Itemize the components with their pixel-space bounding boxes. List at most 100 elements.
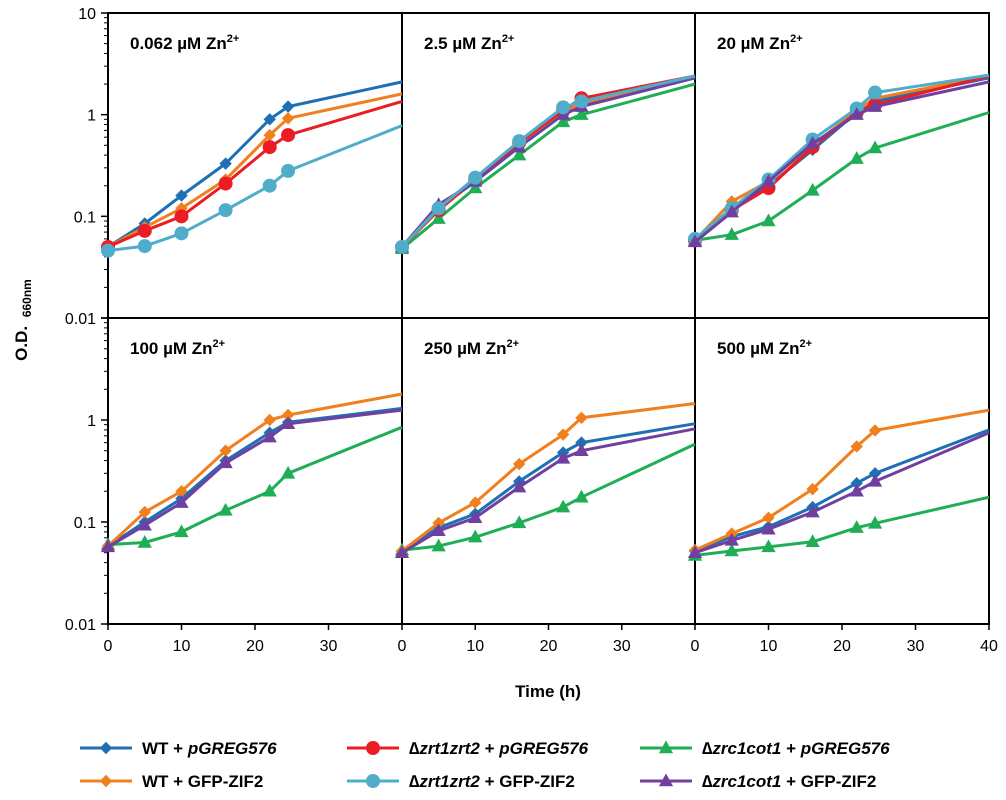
data-point-wt_gfp: [175, 202, 188, 215]
data-point-zrc_pgreg: [137, 534, 152, 548]
legend-item-wt_gfp: WT + GFP-ZIF2: [80, 772, 263, 791]
legend-label: ∆zrc1cot1 + GFP-ZIF2: [702, 772, 876, 791]
data-point-zrc_pgreg: [805, 182, 820, 196]
data-point-zrt_gfp: [395, 239, 409, 254]
legend-label-part: ∆: [409, 772, 420, 791]
legend-label-part: +: [781, 739, 800, 758]
data-point-zrc_gfp: [280, 416, 296, 429]
legend-label: WT + GFP-ZIF2: [142, 772, 263, 791]
data-point-zrc_pgreg: [867, 515, 883, 529]
panel-title-5: 250 µM Zn2+: [424, 338, 519, 358]
panel-6: [687, 408, 990, 561]
data-point-zrc_pgreg: [218, 502, 233, 516]
legend-item-zrc_pgreg: ∆zrc1cot1 + pGREG576: [640, 739, 890, 758]
series-line-wt_gfp: [693, 74, 990, 242]
legend-label-part: ∆: [409, 739, 420, 758]
series-line-zrc_pgreg: [694, 495, 990, 557]
panel-title-superscript: 2+: [507, 338, 520, 350]
data-point-wt_gfp: [138, 505, 151, 519]
data-point-wt_pgreg: [263, 113, 276, 126]
data-point-zrt_gfp: [174, 226, 189, 241]
x-tick-label: 0: [104, 638, 113, 655]
series-line-zrt_gfp: [694, 73, 990, 241]
data-point-wt_gfp: [469, 496, 482, 509]
data-point-zrc_pgreg: [761, 213, 776, 227]
data-point-zrc_gfp: [724, 532, 739, 546]
data-point-zrc_gfp: [867, 473, 883, 487]
panel-title-superscript: 2+: [502, 33, 515, 45]
series-line-zrc_gfp: [400, 76, 696, 248]
data-point-zrc_gfp: [431, 523, 446, 537]
data-point-wt_gfp: [263, 128, 276, 142]
series-line-wt_gfp: [400, 75, 696, 248]
panel-title-superscript: 2+: [790, 33, 803, 45]
data-point-wt_gfp: [175, 485, 188, 498]
data-point-zrc_pgreg: [761, 539, 776, 553]
data-point-zrc_pgreg: [724, 543, 739, 557]
y-tick-label: 0.01: [65, 311, 96, 328]
data-point-wt_gfp: [263, 413, 276, 427]
legend-label-part: zrc1cot1: [711, 772, 781, 791]
panel-title-text: 20 µM Zn: [717, 34, 790, 53]
label-layer: O.D. 660nm Time (h): [12, 279, 581, 701]
legend-marker: [99, 741, 113, 755]
panel-title-text: 100 µM Zn: [130, 339, 213, 358]
panel-1: [101, 80, 403, 258]
legend-label-part: +: [480, 739, 499, 758]
data-point-zrt_gfp: [218, 203, 233, 218]
y-tick-label: 0.01: [65, 617, 96, 634]
data-point-wt_pgreg: [219, 157, 232, 170]
data-point-wt_gfp: [850, 440, 863, 453]
panel-title-text: 0.062 µM Zn: [130, 34, 227, 53]
data-point-wt_gfp: [513, 457, 526, 471]
data-point-zrc_pgreg: [574, 489, 589, 503]
data-point-zrc_gfp: [761, 521, 776, 535]
panel-title-3: 20 µM Zn2+: [717, 33, 803, 53]
y-axis-label-main: O.D.: [12, 326, 31, 361]
legend-item-zrt_pgreg: ∆zrt1zrt2 + pGREG576: [347, 739, 589, 758]
y-tick-label: 0.1: [74, 209, 96, 226]
data-point-zrt_pgreg: [174, 209, 189, 224]
legend-label-part: pGREG576: [187, 739, 277, 758]
data-point-zrc_pgreg: [468, 529, 483, 543]
data-point-zrt_gfp: [262, 178, 277, 193]
series-line-wt_gfp: [694, 408, 990, 552]
data-point-zrc_pgreg: [849, 151, 864, 164]
data-point-zrc_pgreg: [174, 524, 189, 538]
x-tick-label: 30: [613, 638, 631, 655]
data-point-zrc_pgreg: [280, 465, 296, 479]
x-tick-label: 10: [466, 638, 484, 655]
data-point-zrc_gfp: [100, 539, 116, 553]
data-point-zrc_pgreg: [262, 483, 277, 497]
x-tick-label: 10: [173, 638, 191, 655]
legend-item-zrt_gfp: ∆zrt1zrt2 + GFP-ZIF2: [347, 772, 575, 791]
legend-label: ∆zrt1zrt2 + GFP-ZIF2: [409, 772, 575, 791]
panel-title-superscript: 2+: [227, 33, 240, 45]
x-tick-label: 0: [398, 638, 407, 655]
data-point-zrc_pgreg: [805, 534, 820, 548]
data-point-zrc_gfp: [761, 174, 776, 187]
data-point-zrc_gfp: [262, 429, 277, 443]
data-point-zrt_gfp: [101, 243, 115, 258]
panel-title-superscript: 2+: [800, 338, 813, 350]
data-point-zrc_pgreg: [431, 211, 446, 224]
legend-item-wt_pgreg: WT + pGREG576: [80, 739, 277, 758]
data-point-zrc_gfp: [556, 450, 571, 464]
data-point-wt_pgreg: [175, 189, 188, 202]
legend-marker: [99, 774, 113, 788]
data-point-wt_gfp: [281, 408, 295, 422]
series-line-zrt_pgreg: [694, 74, 990, 242]
series-line-wt_gfp: [107, 92, 403, 249]
data-point-zrc_gfp: [687, 234, 703, 248]
legend-label: ∆zrt1zrt2 + pGREG576: [409, 739, 589, 758]
legend-marker: [366, 741, 380, 755]
legend-marker: [658, 773, 674, 787]
data-point-zrc_pgreg: [431, 538, 446, 552]
data-point-wt_gfp: [556, 428, 570, 441]
y-tick-label: 1: [87, 108, 96, 125]
data-point-zrc_pgreg: [724, 227, 739, 240]
data-point-zrc_pgreg: [512, 147, 527, 161]
data-point-zrc_gfp: [218, 455, 233, 469]
legend-label-part: pGREG576: [498, 739, 588, 758]
data-point-wt_pgreg: [868, 467, 882, 480]
